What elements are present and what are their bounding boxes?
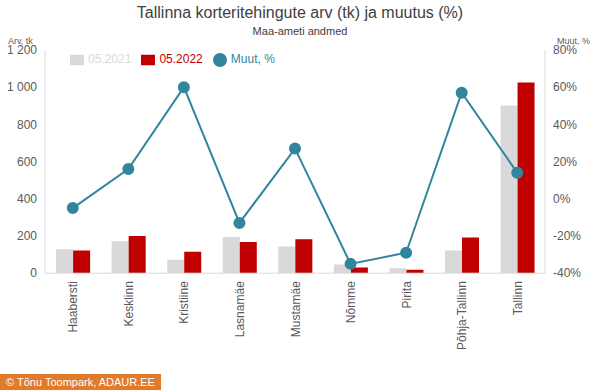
svg-text:400: 400 xyxy=(17,192,37,206)
svg-text:60%: 60% xyxy=(553,80,577,94)
svg-text:20%: 20% xyxy=(553,155,577,169)
svg-text:Pirita: Pirita xyxy=(400,281,414,309)
html-text:05.2022: 05.2022 xyxy=(159,52,203,66)
svg-text:1 200: 1 200 xyxy=(8,43,37,57)
svg-text:0: 0 xyxy=(30,266,37,280)
html-text:Tallinna korteritehingute arv: Tallinna korteritehingute arv (tk) ja mu… xyxy=(136,4,464,21)
svg-text:600: 600 xyxy=(17,155,37,169)
svg-text:-40%: -40% xyxy=(553,266,581,280)
svg-text:Lasnamäe: Lasnamäe xyxy=(233,281,247,337)
svg-text:Põhja-Tallinn: Põhja-Tallinn xyxy=(455,281,469,350)
svg-text:200: 200 xyxy=(17,229,37,243)
svg-text:Tallinn: Tallinn xyxy=(511,281,525,315)
svg-text:40%: 40% xyxy=(553,118,577,132)
html-text:Maa-ameti andmed: Maa-ameti andmed xyxy=(252,25,348,37)
svg-text:Kesklinn: Kesklinn xyxy=(122,281,136,326)
svg-text:Nõmme: Nõmme xyxy=(344,281,358,323)
svg-text:800: 800 xyxy=(17,118,37,132)
svg-text:Kristiine: Kristiine xyxy=(177,281,191,324)
svg-text:0%: 0% xyxy=(553,192,571,206)
html-text:Muut, %: Muut, % xyxy=(557,36,590,46)
svg-text:-20%: -20% xyxy=(553,229,581,243)
html-text:© Tõnu Toompark, ADAUR.EE: © Tõnu Toompark, ADAUR.EE xyxy=(6,376,155,388)
svg-text:Haabersti: Haabersti xyxy=(66,281,80,332)
svg-text:Mustamäe: Mustamäe xyxy=(289,281,303,337)
svg-text:80%: 80% xyxy=(553,43,577,57)
html-text:Muut, %: Muut, % xyxy=(230,52,275,66)
html-text:Arv, tk: Arv, tk xyxy=(8,36,33,46)
html-text:05.2021: 05.2021 xyxy=(88,52,132,66)
svg-text:1 000: 1 000 xyxy=(8,80,37,94)
